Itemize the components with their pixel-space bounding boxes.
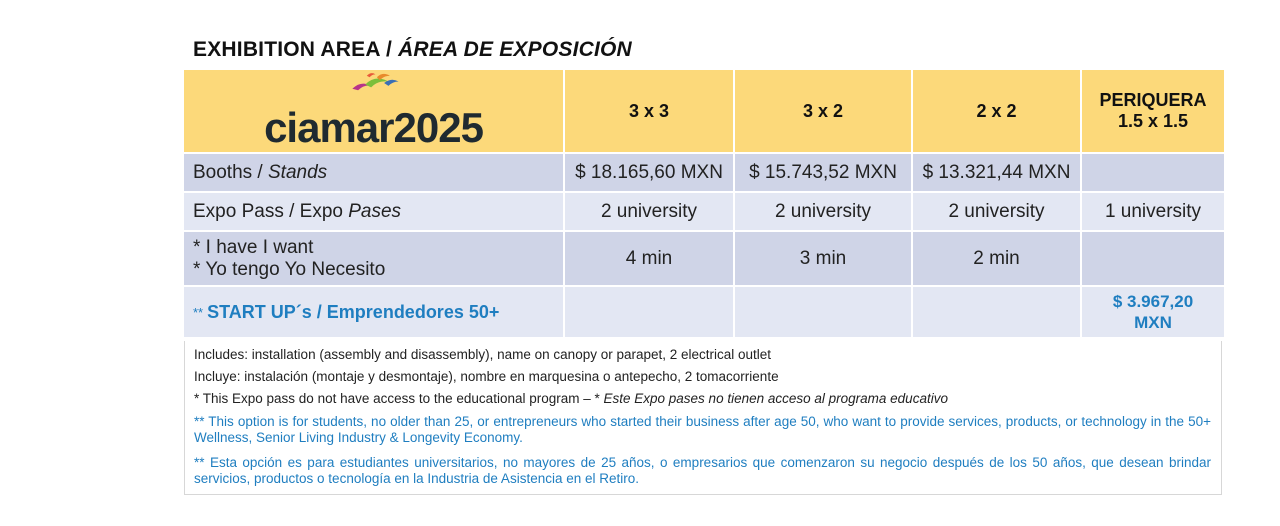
startup-price-amount: $ 3.967,20 <box>1112 292 1194 311</box>
ihave-3x3: 4 min <box>565 232 733 285</box>
title-italic: ÁREA DE EXPOSICIÓN <box>398 38 632 61</box>
notes-box: Includes: installation (assembly and dis… <box>184 341 1222 495</box>
col-header-2x2: 2 x 2 <box>913 70 1080 152</box>
booths-label: Booths / <box>193 161 263 183</box>
ihave-periquera <box>1082 232 1224 285</box>
startup-price-currency: MXN <box>1134 313 1172 332</box>
birds-icon <box>351 73 399 91</box>
startup-label: START UP´s / Emprendedores 50+ <box>207 301 500 322</box>
note-includes-es: Incluye: instalación (montaje y desmonta… <box>194 369 779 384</box>
note-expo-pass-italic: Este Expo pases no tienen acceso al prog… <box>603 391 948 406</box>
expo-pass-3x2: 2 university <box>735 193 911 230</box>
row-label-booths: Booths / Stands <box>184 154 563 191</box>
startup-stars: ** <box>193 304 204 320</box>
col-header-3x2: 3 x 2 <box>735 70 911 152</box>
booths-3x2: $ 15.743,52 MXN <box>735 154 911 191</box>
ciamar-logo: ciamar2025 <box>184 70 563 152</box>
expo-pass-periquera: 1 university <box>1082 193 1224 230</box>
note-expo-pass: * This Expo pass do not have access to t… <box>194 391 1211 406</box>
note-includes-en: Includes: installation (assembly and dis… <box>194 347 772 362</box>
expo-pass-label: Expo Pass / Expo <box>193 200 343 222</box>
startup-periquera-price: $ 3.967,20 MXN <box>1082 287 1224 337</box>
col-header-3x3: 3 x 3 <box>565 70 733 152</box>
title-main: EXHIBITION AREA / <box>193 38 399 61</box>
ihave-line1: * I have I want <box>193 236 314 258</box>
startup-3x2 <box>735 287 911 337</box>
periquera-line1: PERIQUERA <box>1099 90 1207 110</box>
row-label-ihave: * I have I want * Yo tengo Yo Necesito <box>184 232 563 285</box>
ihave-3x2: 3 min <box>735 232 911 285</box>
note-expo-pass-text: * This Expo pass do not have access to t… <box>194 391 604 406</box>
expo-pass-3x3: 2 university <box>565 193 733 230</box>
startup-2x2 <box>913 287 1080 337</box>
row-label-startup: ** START UP´s / Emprendedores 50+ <box>184 287 563 337</box>
startup-3x3 <box>565 287 733 337</box>
pricing-table: ciamar2025 3 x 3 3 x 2 2 x 2 PERIQUERA 1.… <box>184 70 1224 337</box>
booths-3x3: $ 18.165,60 MXN <box>565 154 733 191</box>
logo-wordmark: ciamar2025 <box>264 104 484 151</box>
booths-label-italic: Stands <box>268 161 328 183</box>
col-header-periquera: PERIQUERA 1.5 x 1.5 <box>1082 70 1224 152</box>
expo-pass-label-italic: Pases <box>348 200 402 222</box>
ihave-line2: * Yo tengo Yo Necesito <box>193 258 386 280</box>
periquera-line2: 1.5 x 1.5 <box>1117 111 1189 131</box>
note-startup-en: ** This option is for students, no older… <box>194 414 1211 445</box>
section-title: EXHIBITION AREA / ÁREA DE EXPOSICIÓN <box>193 38 632 62</box>
ihave-2x2: 2 min <box>913 232 1080 285</box>
note-startup-es: ** Esta opción es para estudiantes unive… <box>194 455 1211 486</box>
booths-periquera <box>1082 154 1224 191</box>
expo-pass-2x2: 2 university <box>913 193 1080 230</box>
row-label-expo-pass: Expo Pass / Expo Pases <box>184 193 563 230</box>
booths-2x2: $ 13.321,44 MXN <box>913 154 1080 191</box>
